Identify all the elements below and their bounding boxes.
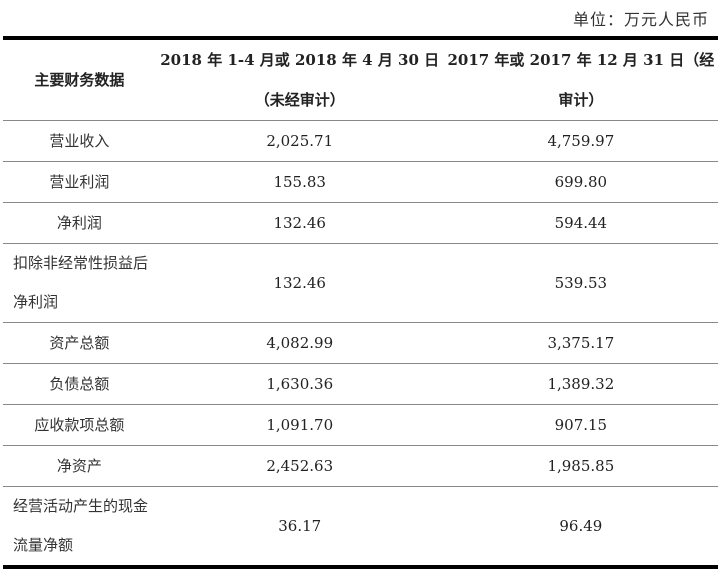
table-row: 应收款项总额 1,091.70 907.15 <box>3 404 718 446</box>
value-2017: 699.80 <box>554 173 608 191</box>
value-2018: 132.46 <box>273 214 326 232</box>
header-row: 主要财务数据 2018 年 1-4 月或 2018 年 4 月 30 日（未经审… <box>3 38 718 121</box>
table-row: 扣除非经常性损益后净利润 132.46 539.53 <box>3 243 718 323</box>
table-row: 经营活动产生的现金流量净额 36.17 96.49 <box>3 486 718 567</box>
unit-label: 单位：万元人民币 <box>572 10 709 29</box>
value-2017: 539.53 <box>554 274 608 292</box>
value-2018: 36.17 <box>278 517 322 535</box>
value-2017: 907.15 <box>554 416 608 434</box>
row-label: 经营活动产生的现金流量净额 <box>13 497 149 554</box>
row-label: 应收款项总额 <box>34 416 125 434</box>
table-row: 净资产 2,452.63 1,985.85 <box>3 445 718 487</box>
value-2017: 1,389.32 <box>547 375 615 393</box>
value-2017: 3,375.17 <box>547 334 615 352</box>
header-2018: 2018 年 1-4 月或 2018 年 4 月 30 日（未经审计） <box>160 51 440 109</box>
value-2018: 1,091.70 <box>266 416 334 434</box>
value-2017: 1,985.85 <box>547 457 615 475</box>
value-2017: 594.44 <box>554 214 608 232</box>
financial-data-table: 主要财务数据 2018 年 1-4 月或 2018 年 4 月 30 日（未经审… <box>3 36 718 569</box>
header-item: 主要财务数据 <box>34 71 125 89</box>
value-2017: 4,759.97 <box>547 132 615 150</box>
row-label: 净利润 <box>56 214 102 232</box>
value-2018: 155.83 <box>273 173 326 191</box>
value-2018: 1,630.36 <box>266 375 334 393</box>
value-2018: 2,025.71 <box>266 132 334 150</box>
row-label: 营业利润 <box>49 173 110 191</box>
row-label: 营业收入 <box>49 132 110 150</box>
row-label: 负债总额 <box>49 375 110 393</box>
value-2018: 2,452.63 <box>266 457 334 475</box>
header-2017: 2017 年或 2017 年 12 月 31 日（经审计） <box>447 51 715 109</box>
table-row: 净利润 132.46 594.44 <box>3 202 718 244</box>
table-row: 负债总额 1,630.36 1,389.32 <box>3 363 718 405</box>
value-2018: 132.46 <box>273 274 326 292</box>
row-label: 资产总额 <box>49 334 110 352</box>
row-label: 净资产 <box>56 457 102 475</box>
table-row: 营业利润 155.83 699.80 <box>3 161 718 203</box>
value-2018: 4,082.99 <box>266 334 334 352</box>
table-row: 营业收入 2,025.71 4,759.97 <box>3 120 718 162</box>
value-2017: 96.49 <box>559 517 603 535</box>
row-label: 扣除非经常性损益后净利润 <box>13 254 149 311</box>
table-row: 资产总额 4,082.99 3,375.17 <box>3 322 718 364</box>
